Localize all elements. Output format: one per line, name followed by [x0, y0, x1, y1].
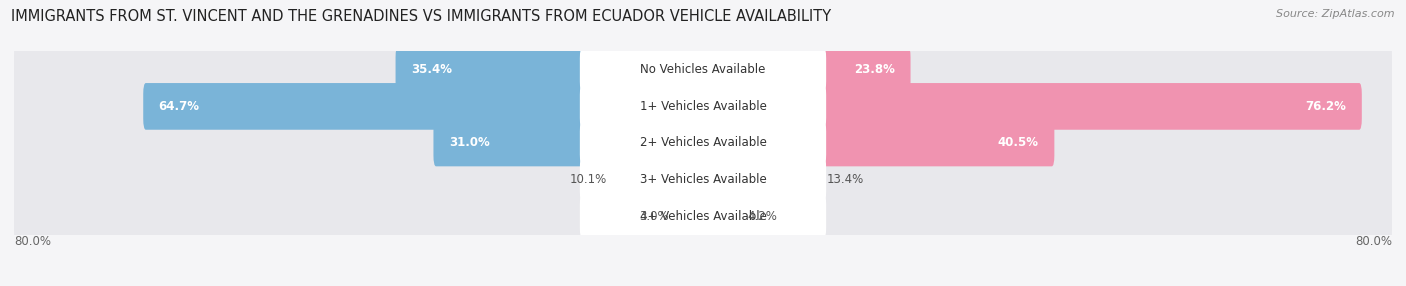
FancyBboxPatch shape [14, 148, 1392, 212]
Text: 80.0%: 80.0% [14, 235, 51, 248]
Text: 80.0%: 80.0% [1355, 235, 1392, 248]
FancyBboxPatch shape [579, 157, 827, 202]
FancyBboxPatch shape [14, 38, 1392, 102]
FancyBboxPatch shape [700, 193, 742, 240]
Text: No Vehicles Available: No Vehicles Available [640, 63, 766, 76]
Text: 35.4%: 35.4% [411, 63, 453, 76]
FancyBboxPatch shape [579, 120, 827, 166]
FancyBboxPatch shape [143, 83, 706, 130]
FancyBboxPatch shape [579, 194, 827, 239]
Text: 76.2%: 76.2% [1305, 100, 1347, 113]
FancyBboxPatch shape [700, 83, 1362, 130]
FancyBboxPatch shape [395, 46, 706, 93]
FancyBboxPatch shape [14, 74, 1392, 138]
FancyBboxPatch shape [14, 184, 1392, 248]
FancyBboxPatch shape [14, 111, 1392, 175]
Text: 64.7%: 64.7% [159, 100, 200, 113]
FancyBboxPatch shape [579, 84, 827, 129]
Text: Source: ZipAtlas.com: Source: ZipAtlas.com [1277, 9, 1395, 19]
FancyBboxPatch shape [613, 156, 706, 203]
FancyBboxPatch shape [700, 156, 821, 203]
Text: 3.0%: 3.0% [638, 210, 669, 223]
FancyBboxPatch shape [675, 193, 706, 240]
Text: 4.2%: 4.2% [748, 210, 778, 223]
FancyBboxPatch shape [433, 120, 706, 166]
FancyBboxPatch shape [700, 120, 1054, 166]
Text: 1+ Vehicles Available: 1+ Vehicles Available [640, 100, 766, 113]
Text: IMMIGRANTS FROM ST. VINCENT AND THE GRENADINES VS IMMIGRANTS FROM ECUADOR VEHICL: IMMIGRANTS FROM ST. VINCENT AND THE GREN… [11, 9, 831, 23]
FancyBboxPatch shape [579, 47, 827, 92]
Text: 23.8%: 23.8% [855, 63, 896, 76]
Text: 4+ Vehicles Available: 4+ Vehicles Available [640, 210, 766, 223]
Text: 2+ Vehicles Available: 2+ Vehicles Available [640, 136, 766, 150]
Text: 13.4%: 13.4% [827, 173, 865, 186]
FancyBboxPatch shape [700, 46, 911, 93]
Text: 3+ Vehicles Available: 3+ Vehicles Available [640, 173, 766, 186]
Text: 40.5%: 40.5% [998, 136, 1039, 150]
Text: 31.0%: 31.0% [449, 136, 489, 150]
Text: 10.1%: 10.1% [571, 173, 607, 186]
